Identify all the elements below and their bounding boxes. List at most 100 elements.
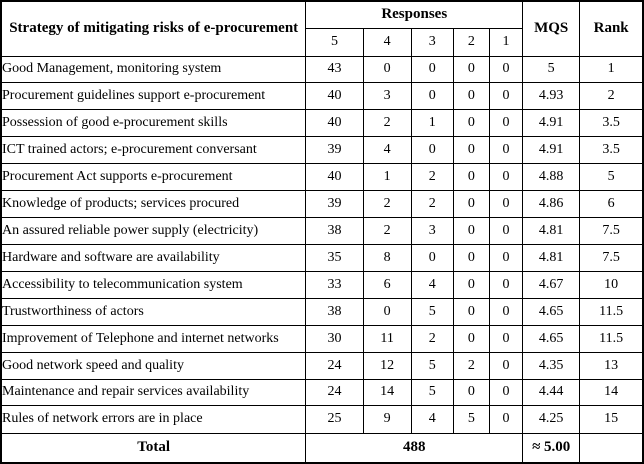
responses-3-count: 2 xyxy=(410,324,454,353)
scale-header-5: 5 xyxy=(305,27,364,57)
responses-5-count: 30 xyxy=(305,324,364,353)
strategy-label: Procurement guidelines support e-procure… xyxy=(0,82,307,111)
mqs-value: 4.93 xyxy=(522,82,581,111)
responses-5-count: 38 xyxy=(305,297,364,326)
responses-2-count: 0 xyxy=(452,270,490,299)
responses-4-count: 4 xyxy=(362,136,412,165)
responses-2-count: 0 xyxy=(452,82,490,111)
responses-3-count: 2 xyxy=(410,163,454,192)
scale-header-3: 3 xyxy=(410,27,454,57)
rank-value: 3.5 xyxy=(579,109,644,138)
mqs-value: 4.44 xyxy=(522,378,581,407)
scale-header-4: 4 xyxy=(362,27,412,57)
total-label: Total xyxy=(0,432,307,464)
strategy-label: Hardware and software are availability xyxy=(0,243,307,272)
responses-3-count: 2 xyxy=(410,190,454,219)
responses-3-count: 0 xyxy=(410,243,454,272)
table-row: Accessibility to telecommunication syste… xyxy=(0,270,644,299)
rank-value: 2 xyxy=(579,82,644,111)
responses-3-count: 3 xyxy=(410,217,454,245)
mqs-value: 4.81 xyxy=(522,217,581,245)
table-row: Procurement guidelines support e-procure… xyxy=(0,82,644,111)
responses-2-count: 0 xyxy=(452,297,490,326)
table-row: Good network speed and quality 24 12 5 2 0 4.3… xyxy=(0,351,644,380)
mqs-value: 4.88 xyxy=(522,163,581,192)
mqs-value: 4.86 xyxy=(522,190,581,219)
responses-3-count: 5 xyxy=(410,351,454,380)
table-row: Good Management, monitoring system 43 0 0 0 0… xyxy=(0,55,644,84)
responses-5-count: 43 xyxy=(305,55,364,84)
responses-1-count: 0 xyxy=(488,405,524,434)
responses-4-count: 12 xyxy=(362,351,412,380)
table-row: An assured reliable power supply (electr… xyxy=(0,217,644,245)
scale-header-2: 2 xyxy=(452,27,490,57)
table-row: Procurement Act supports e-procurement 40… xyxy=(0,163,644,192)
strategy-label: Possession of good e-procurement skills xyxy=(0,109,307,138)
responses-3-count: 0 xyxy=(410,82,454,111)
responses-2-count: 0 xyxy=(452,217,490,245)
responses-4-count: 2 xyxy=(362,190,412,219)
total-rank-value xyxy=(579,432,644,464)
responses-1-count: 0 xyxy=(488,297,524,326)
responses-2-count: 0 xyxy=(452,55,490,84)
responses-2-count: 0 xyxy=(452,324,490,353)
column-header-rank: Rank xyxy=(579,0,644,57)
scale-header-1: 1 xyxy=(488,27,524,57)
responses-5-count: 24 xyxy=(305,351,364,380)
rank-value: 3.5 xyxy=(579,136,644,165)
strategy-label: ICT trained actors; e-procurement conver… xyxy=(0,136,307,165)
strategy-label: Knowledge of products; services procured xyxy=(0,190,307,219)
responses-5-count: 39 xyxy=(305,136,364,165)
mqs-value: 5 xyxy=(522,55,581,84)
mqs-value: 4.65 xyxy=(522,297,581,326)
mqs-value: 4.67 xyxy=(522,270,581,299)
header-row-top: Strategy of mitigating risks of e-procur… xyxy=(0,0,644,57)
table-row: Trustworthiness of actors 38 0 5 0 0 4.65 11.5 xyxy=(0,297,644,326)
rank-value: 5 xyxy=(579,163,644,192)
rank-value: 11.5 xyxy=(579,297,644,326)
responses-2-count: 0 xyxy=(452,109,490,138)
responses-2-count: 0 xyxy=(452,163,490,192)
responses-1-count: 0 xyxy=(488,351,524,380)
responses-5-count: 35 xyxy=(305,243,364,272)
responses-3-count: 5 xyxy=(410,378,454,407)
strategy-label: Rules of network errors are in place xyxy=(0,405,307,434)
strategy-label: Good network speed and quality xyxy=(0,351,307,380)
total-mqs-value: ≈ 5.00 xyxy=(522,432,581,464)
responses-5-count: 40 xyxy=(305,109,364,138)
responses-1-count: 0 xyxy=(488,324,524,353)
strategy-label: Accessibility to telecommunication syste… xyxy=(0,270,307,299)
responses-5-count: 38 xyxy=(305,217,364,245)
table-row: Maintenance and repair services availabi… xyxy=(0,378,644,407)
responses-1-count: 0 xyxy=(488,109,524,138)
column-header-mqs: MQS xyxy=(522,0,581,57)
responses-4-count: 8 xyxy=(362,243,412,272)
responses-5-count: 39 xyxy=(305,190,364,219)
responses-3-count: 4 xyxy=(410,270,454,299)
table-row: ICT trained actors; e-procurement conver… xyxy=(0,136,644,165)
mqs-value: 4.91 xyxy=(522,136,581,165)
table-footer: Total 488 ≈ 5.00 xyxy=(0,432,644,464)
rank-value: 7.5 xyxy=(579,217,644,245)
responses-1-count: 0 xyxy=(488,270,524,299)
column-header-responses: Responses xyxy=(305,0,524,29)
mqs-value: 4.25 xyxy=(522,405,581,434)
responses-3-count: 5 xyxy=(410,297,454,326)
responses-3-count: 4 xyxy=(410,405,454,434)
rank-value: 10 xyxy=(579,270,644,299)
responses-4-count: 9 xyxy=(362,405,412,434)
responses-1-count: 0 xyxy=(488,378,524,407)
responses-1-count: 0 xyxy=(488,190,524,219)
strategy-label: Improvement of Telephone and internet ne… xyxy=(0,324,307,353)
responses-4-count: 6 xyxy=(362,270,412,299)
column-header-strategy: Strategy of mitigating risks of e-procur… xyxy=(0,0,307,57)
strategy-label: An assured reliable power supply (electr… xyxy=(0,217,307,245)
mqs-value: 4.35 xyxy=(522,351,581,380)
table-row: Hardware and software are availability 35… xyxy=(0,243,644,272)
responses-1-count: 0 xyxy=(488,136,524,165)
total-responses-value: 488 xyxy=(305,432,524,464)
strategy-label: Maintenance and repair services availabi… xyxy=(0,378,307,407)
mqs-value: 4.91 xyxy=(522,109,581,138)
rank-value: 6 xyxy=(579,190,644,219)
responses-2-count: 0 xyxy=(452,190,490,219)
